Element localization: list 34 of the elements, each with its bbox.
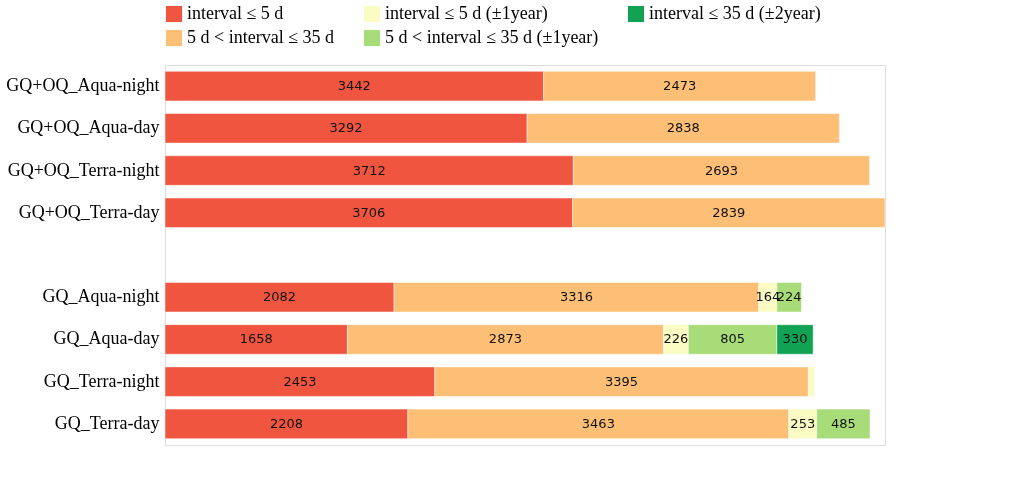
data-label: 1658 — [239, 331, 273, 347]
legend-label: interval ≤ 5 d — [187, 3, 284, 23]
y-tick-label: GQ_Aqua-day — [53, 328, 160, 349]
data-label: 226 — [663, 331, 689, 347]
data-label: 3712 — [352, 162, 386, 178]
data-label: 2453 — [283, 373, 317, 389]
data-label: 2839 — [712, 204, 746, 220]
y-tick-label: GQ_Aqua-night — [42, 286, 160, 307]
legend-label: 5 d < interval ≤ 35 d — [187, 27, 335, 47]
legend-label: interval ≤ 35 d (±2year) — [649, 3, 821, 24]
y-tick-label: GQ_Terra-night — [43, 370, 160, 391]
legend-label: 5 d < interval ≤ 35 d (±1year) — [385, 27, 599, 48]
data-label: 2082 — [262, 289, 297, 305]
data-label: 485 — [830, 415, 856, 431]
y-tick-label: GQ+OQ_Terra-night — [7, 159, 160, 180]
data-label: 3463 — [581, 415, 615, 431]
y-tick-label: GQ_Terra-day — [54, 412, 160, 433]
y-tick-label: GQ+OQ_Aqua-night — [6, 75, 160, 96]
y-tick-label: GQ+OQ_Terra-day — [18, 201, 160, 222]
data-label: 3395 — [605, 373, 639, 389]
data-label: 3706 — [352, 204, 386, 220]
data-label: 2473 — [663, 78, 697, 94]
data-label: 3442 — [337, 78, 371, 94]
data-label: 2693 — [704, 162, 739, 178]
data-label: 2873 — [488, 331, 522, 347]
data-label: 330 — [782, 331, 808, 347]
data-label: 2208 — [269, 415, 303, 431]
y-tick-label: GQ+OQ_Aqua-day — [17, 117, 160, 138]
data-label: 3292 — [329, 120, 363, 136]
data-label: 253 — [790, 415, 816, 431]
data-label: 3316 — [559, 289, 593, 305]
data-label: 2838 — [666, 120, 700, 136]
legend-label: interval ≤ 5 d (±1year) — [385, 3, 548, 24]
data-label: 805 — [720, 331, 745, 347]
